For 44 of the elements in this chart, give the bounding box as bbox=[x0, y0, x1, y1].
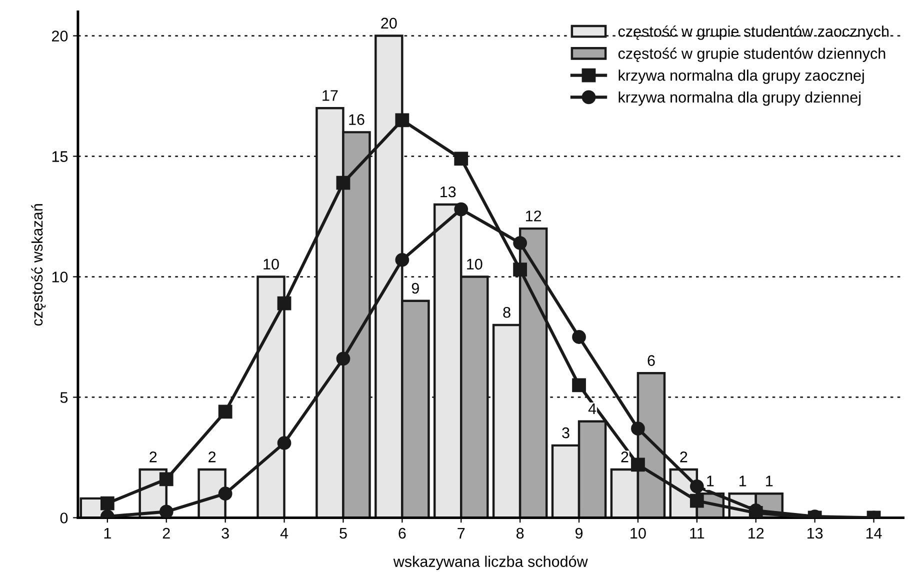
data-label: 1 bbox=[740, 476, 746, 486]
x-tick-label: 14 bbox=[866, 528, 882, 539]
x-tick-label: 8 bbox=[516, 528, 524, 539]
data-label: 4 bbox=[588, 403, 596, 414]
x-tick-label: 13 bbox=[807, 528, 823, 539]
x-tick-label: 3 bbox=[222, 528, 229, 539]
data-label: 2 bbox=[680, 452, 688, 462]
legend-label: krzywa normalna dla grupy dziennej bbox=[618, 91, 860, 106]
y-axis-title: częstość wskazań bbox=[31, 204, 46, 326]
x-tick-label: 6 bbox=[398, 528, 406, 539]
y-tick-label: 5 bbox=[60, 392, 68, 403]
data-label: 8 bbox=[503, 306, 510, 318]
x-tick-label: 4 bbox=[280, 528, 288, 539]
x-tick-label: 11 bbox=[690, 528, 704, 539]
y-tick-label: 20 bbox=[52, 30, 68, 42]
y-tick-label: 0 bbox=[60, 512, 68, 524]
y-tick-label: 15 bbox=[52, 151, 68, 162]
data-label: 2 bbox=[208, 452, 216, 462]
data-label: 2 bbox=[150, 452, 157, 462]
data-label: 1 bbox=[707, 476, 714, 486]
data-label: 16 bbox=[349, 114, 364, 125]
data-label: 10 bbox=[467, 258, 482, 270]
data-label: 9 bbox=[412, 282, 419, 294]
legend-label: krzywa normalna dla grupy zaocznej bbox=[618, 70, 864, 84]
data-label: 2 bbox=[621, 452, 628, 462]
legend-label: częstość w grupie studentów dziennych bbox=[618, 48, 886, 62]
x-tick-label: 1 bbox=[104, 528, 111, 539]
x-tick-label: 7 bbox=[458, 528, 465, 539]
y-tick-label: 10 bbox=[52, 272, 68, 282]
x-tick-label: 5 bbox=[340, 528, 347, 539]
x-tick-label: 10 bbox=[630, 528, 646, 539]
data-label: 3 bbox=[562, 427, 570, 438]
x-tick-label: 12 bbox=[748, 528, 764, 539]
data-label: 1 bbox=[766, 476, 773, 486]
x-tick-label: 2 bbox=[162, 528, 170, 539]
legend-label: częstość w grupie studentów zaocznych bbox=[618, 25, 889, 40]
data-label: 17 bbox=[322, 90, 338, 101]
data-label: 13 bbox=[440, 186, 456, 198]
data-label: 20 bbox=[381, 18, 397, 29]
data-label: 6 bbox=[648, 355, 655, 366]
data-label: 12 bbox=[526, 210, 542, 222]
x-tick-label: 9 bbox=[575, 528, 583, 539]
data-label: 10 bbox=[264, 258, 279, 270]
x-axis-title: wskazywana liczba schodów bbox=[393, 556, 588, 570]
